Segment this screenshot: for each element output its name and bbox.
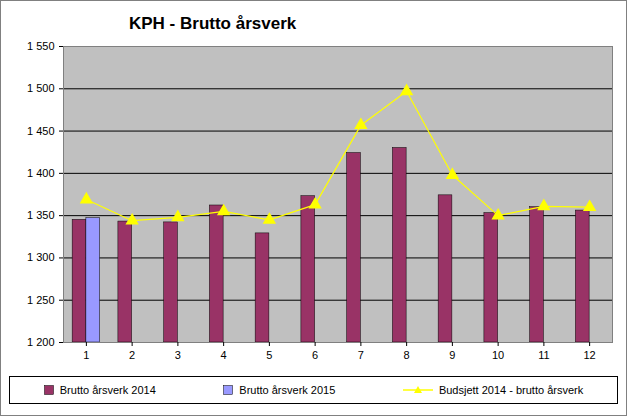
html-text:Brutto årsverk 2015: Brutto årsverk 2015 [239,384,336,396]
svg-text:1 250: 1 250 [27,294,55,306]
svg-text:5: 5 [266,349,272,361]
svg-text:1 200: 1 200 [27,336,55,348]
svg-text:10: 10 [492,349,504,361]
svg-text:1 350: 1 350 [27,209,55,221]
svg-text:3: 3 [175,349,181,361]
svg-text:1 300: 1 300 [27,251,55,263]
html-text:Budsjett 2014 - brutto årsverk: Budsjett 2014 - brutto årsverk [438,384,584,396]
svg-text:7: 7 [358,349,364,361]
svg-text:1: 1 [83,349,89,361]
svg-text:11: 11 [538,349,549,361]
svg-text:6: 6 [312,349,318,361]
svg-text:1 550: 1 550 [27,40,55,52]
svg-text:12: 12 [584,349,596,361]
svg-text:4: 4 [221,349,227,361]
svg-text:8: 8 [404,349,410,361]
svg-text:1 500: 1 500 [27,82,55,94]
html-text:KPH - Brutto årsverk: KPH - Brutto årsverk [129,14,297,33]
svg-text:9: 9 [449,349,455,361]
svg-text:1 400: 1 400 [27,167,55,179]
svg-text:2: 2 [129,349,135,361]
html-text:Brutto årsverk 2014: Brutto årsverk 2014 [59,384,156,396]
svg-text:1 450: 1 450 [27,125,55,137]
